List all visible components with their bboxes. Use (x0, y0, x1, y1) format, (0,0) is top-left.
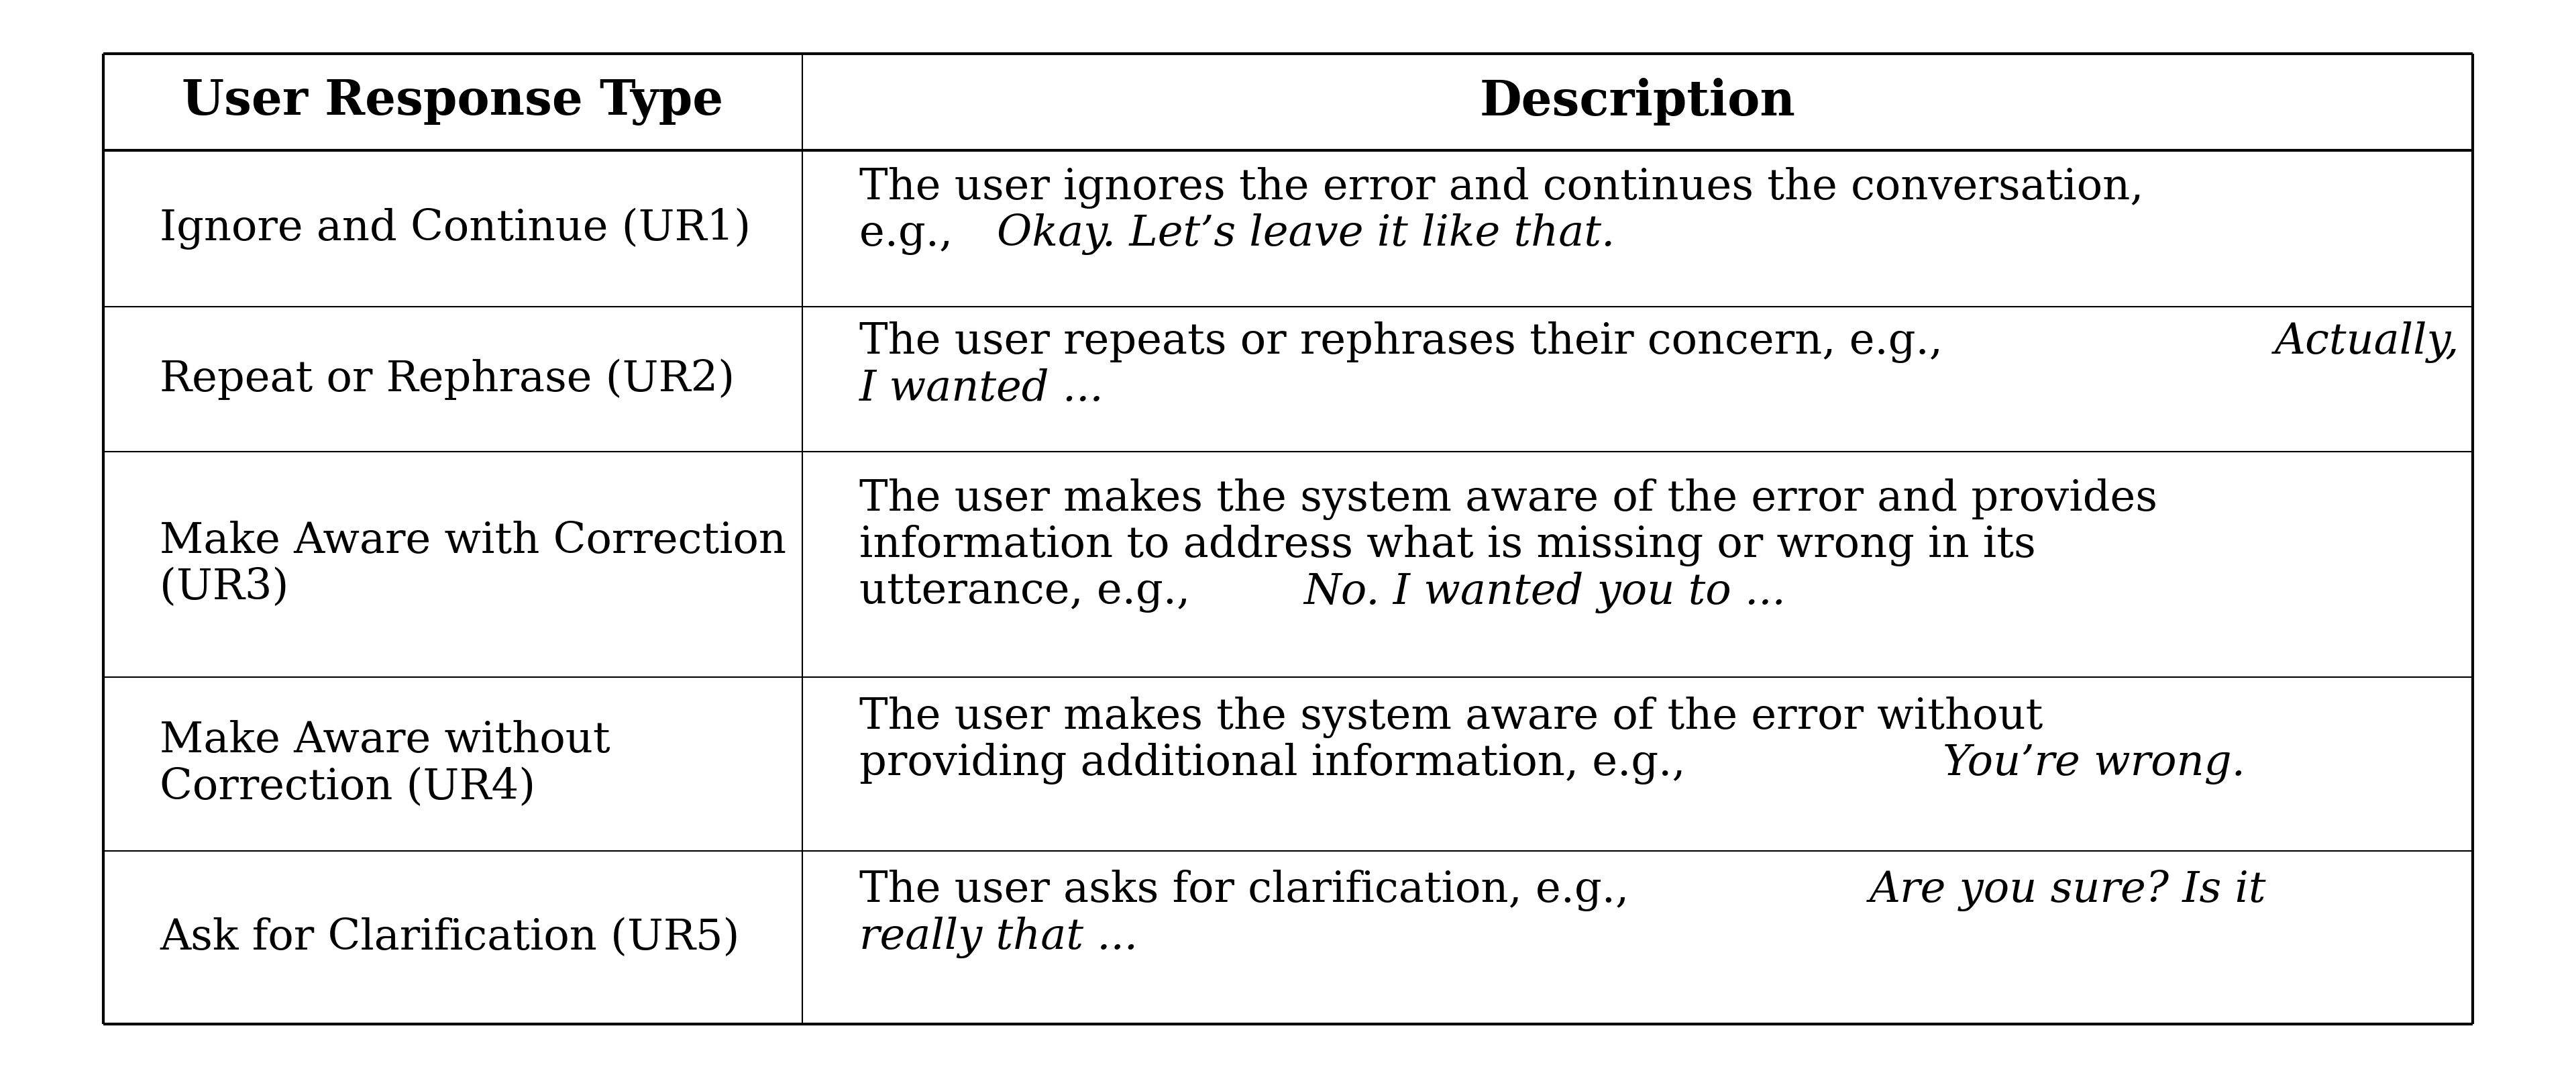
Text: (UR3): (UR3) (160, 567, 289, 608)
Text: The user ignores the error and continues the conversation,: The user ignores the error and continues… (858, 168, 2143, 209)
Text: Make Aware with Correction: Make Aware with Correction (160, 521, 786, 561)
Text: The user makes the system aware of the error and provides: The user makes the system aware of the e… (858, 478, 2156, 520)
Text: The user asks for clarification, e.g.,: The user asks for clarification, e.g., (858, 870, 1643, 911)
Text: Description: Description (1479, 78, 1795, 126)
Text: Actually,: Actually, (2275, 321, 2460, 363)
Text: You’re wrong.: You’re wrong. (1942, 743, 2246, 784)
Text: providing additional information, e.g.,: providing additional information, e.g., (858, 743, 1698, 784)
Text: information to address what is missing or wrong in its: information to address what is missing o… (858, 525, 2035, 567)
Text: Make Aware without: Make Aware without (160, 720, 611, 761)
Text: Okay. Let’s leave it like that.: Okay. Let’s leave it like that. (997, 213, 1615, 255)
Text: I wanted ...: I wanted ... (858, 368, 1103, 410)
Text: really that ...: really that ... (858, 917, 1139, 958)
Text: Ignore and Continue (UR1): Ignore and Continue (UR1) (160, 208, 752, 250)
Text: Repeat or Rephrase (UR2): Repeat or Rephrase (UR2) (160, 359, 734, 400)
Text: e.g.,: e.g., (858, 214, 966, 255)
Text: utterance, e.g.,: utterance, e.g., (858, 572, 1203, 612)
Text: No. I wanted you to ...: No. I wanted you to ... (1303, 572, 1785, 614)
Text: The user repeats or rephrases their concern, e.g.,: The user repeats or rephrases their conc… (858, 321, 1955, 363)
Text: Correction (UR4): Correction (UR4) (160, 767, 536, 808)
Text: Are you sure? Is it: Are you sure? Is it (1870, 870, 2267, 911)
Text: Ask for Clarification (UR5): Ask for Clarification (UR5) (160, 917, 739, 958)
Text: User Response Type: User Response Type (183, 78, 724, 126)
Text: The user makes the system aware of the error without: The user makes the system aware of the e… (858, 697, 2043, 738)
